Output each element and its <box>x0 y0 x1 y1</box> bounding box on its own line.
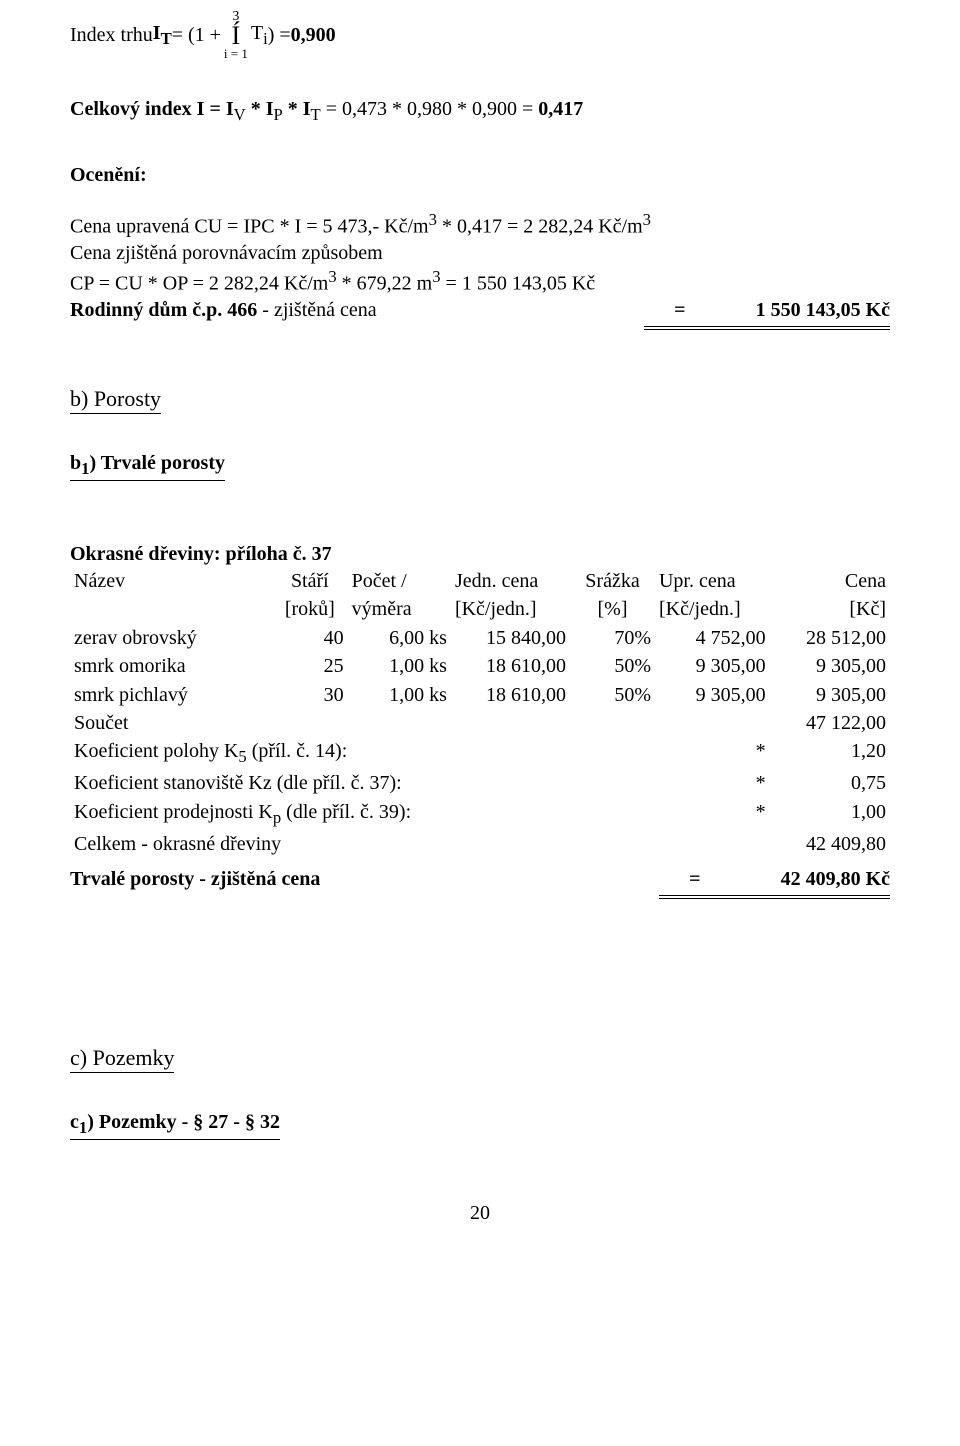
cena-zjistena-line: Cena zjištěná porovnávacím způsobem <box>70 240 890 266</box>
k5-left: Koeficient polohy K5 (příl. č. 14): <box>70 737 655 769</box>
index-trhu-line: Index trhu IT = (1 + 3 Í i = 1 Ti ) = 0,… <box>70 10 890 60</box>
plant-table-head1: Název Stáří Počet / Jedn. cena Srážka Up… <box>70 567 890 595</box>
kp-left: Koeficient prodejnosti Kp (dle příl. č. … <box>70 798 655 830</box>
sum-symbol: 3 Í i = 1 <box>224 10 248 60</box>
cu-ipc-line: Cena upravená CU = IPC * I = 5 473,- Kč/… <box>70 209 890 240</box>
trvale-left: Trvalé porosty - zjištěná cena <box>70 866 320 892</box>
b1-trvale-heading: b1) Trvalé porosty <box>70 450 225 481</box>
table-k5-row: Koeficient polohy K5 (příl. č. 14): * 1,… <box>70 737 890 769</box>
table-kp-row: Koeficient prodejnosti Kp (dle příl. č. … <box>70 798 890 830</box>
plant-table: Název Stáří Počet / Jedn. cena Srážka Up… <box>70 567 890 858</box>
trvale-result-row: Trvalé porosty - zjištěná cena = 42 409,… <box>70 866 890 892</box>
table-sum-row: Součet 47 122,00 <box>70 709 890 737</box>
rodinny-left: Rodinný dům č.p. 466 - zjištěná cena <box>70 297 377 323</box>
T: Ti <box>251 20 268 50</box>
okrasne-heading: Okrasné dřeviny: příloha č. 37 <box>70 541 890 567</box>
IT-bold: IT <box>153 20 172 50</box>
label-index-trhu: Index trhu <box>70 22 153 48</box>
eq-open: = (1 + <box>172 22 221 48</box>
eq-close: ) = <box>268 22 291 48</box>
table-kz-row: Koeficient stanoviště Kz (dle příl. č. 3… <box>70 769 890 797</box>
c1-pozemky-heading: c1) Pozemky - § 27 - § 32 <box>70 1109 280 1140</box>
index-trhu-value: 0,900 <box>291 22 336 48</box>
oceneni-heading: Ocenění: <box>70 162 890 188</box>
celkovy-index-line: Celkový index I = IV * IP * IT = 0,473 *… <box>70 96 890 126</box>
table-celkem-row: Celkem - okrasné dřeviny 42 409,80 <box>70 830 890 858</box>
plant-table-head2: [roků] výměra [Kč/jedn.] [%] [Kč/jedn.] … <box>70 595 890 623</box>
b-porosty-heading: b) Porosty <box>70 384 161 414</box>
table-row: smrk pichlavý 30 1,00 ks 18 610,00 50% 9… <box>70 681 890 709</box>
c-pozemky-heading: c) Pozemky <box>70 1043 174 1073</box>
page-number: 20 <box>70 1200 890 1226</box>
rodinny-dum-row: Rodinný dům č.p. 466 - zjištěná cena = 1… <box>70 297 890 323</box>
trvale-right: = 42 409,80 Kč <box>659 866 890 892</box>
table-row: zerav obrovský 40 6,00 ks 15 840,00 70% … <box>70 624 890 652</box>
rodinny-right: = 1 550 143,05 Kč <box>644 297 890 323</box>
table-row: smrk omorika 25 1,00 ks 18 610,00 50% 9 … <box>70 652 890 680</box>
cp-line: CP = CU * OP = 2 282,24 Kč/m3 * 679,22 m… <box>70 266 890 297</box>
